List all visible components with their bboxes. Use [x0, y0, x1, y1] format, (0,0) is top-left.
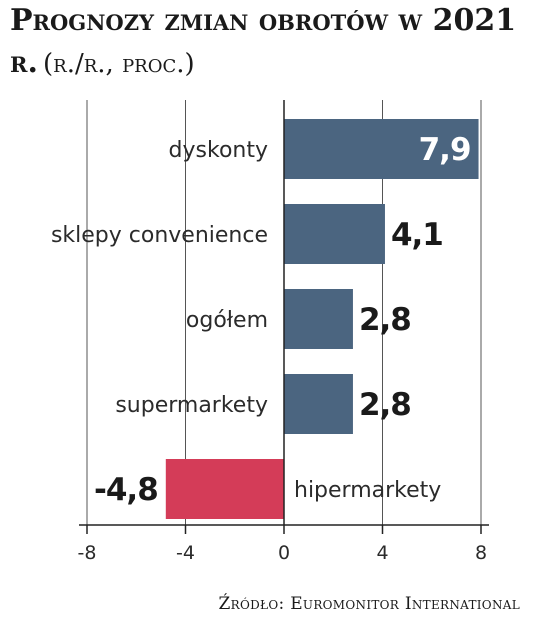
bar-0: [284, 119, 479, 179]
x-tick-label: 4: [376, 542, 388, 564]
category-label: supermarkety: [115, 393, 268, 418]
bar-2: [284, 289, 353, 349]
bar-1: [284, 204, 385, 264]
source-note: Źródło: Euromonitor International: [218, 594, 520, 614]
x-tick-label: -4: [176, 542, 195, 564]
x-tick-label: -8: [78, 542, 97, 564]
value-label: -4,8: [94, 472, 158, 508]
bar-3: [284, 374, 353, 434]
bar-chart: dyskonty 7,9 sklepy convenience 4,1 ogółem 2,…: [51, 100, 489, 564]
value-label: 7,9: [419, 132, 471, 168]
value-label: 4,1: [391, 217, 443, 253]
chart-unit: (r./r., proc.): [43, 49, 195, 79]
category-label: hipermarkety: [294, 478, 441, 503]
category-label: sklepy convenience: [51, 223, 268, 248]
bar-4: [165, 459, 284, 519]
chart-title-text: Prognozy zmian obrotów w 2021 r.: [10, 3, 517, 80]
value-label: 2,8: [359, 302, 411, 338]
x-tick-label: 8: [475, 542, 487, 564]
category-label: ogółem: [186, 308, 268, 333]
category-label: dyskonty: [169, 138, 268, 163]
chart-title: Prognozy zmian obrotów w 2021 r. (r./r.,…: [10, 2, 530, 86]
value-label: 2,8: [359, 387, 411, 423]
x-tick-label: 0: [278, 542, 290, 564]
